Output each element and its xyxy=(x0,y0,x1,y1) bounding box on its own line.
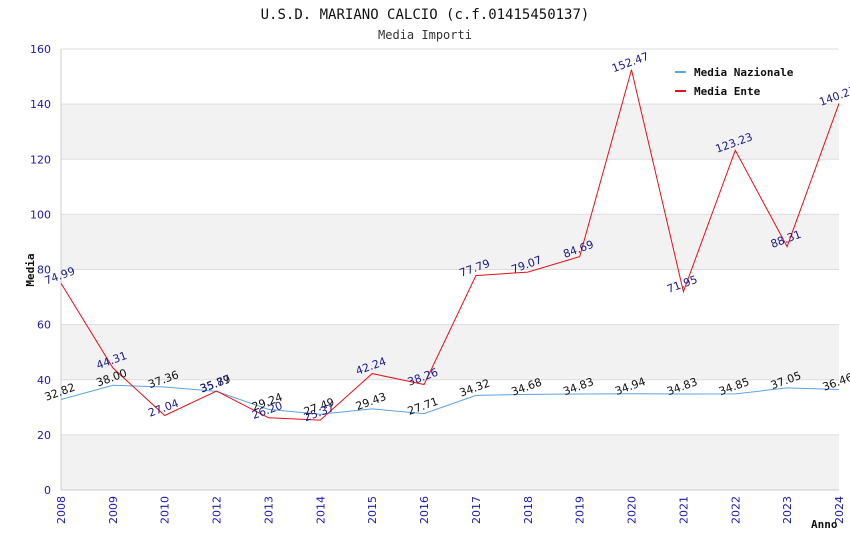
x-tick-label: 2012 xyxy=(211,496,224,524)
y-tick-label: 120 xyxy=(30,153,51,166)
y-tick-label: 0 xyxy=(44,484,51,497)
axes xyxy=(60,49,839,491)
y-tick-label: 140 xyxy=(30,98,51,111)
plot-band xyxy=(61,159,839,215)
legend-label: Media Ente xyxy=(694,85,761,98)
x-tick-label: 2017 xyxy=(470,496,483,524)
y-tick-label: 60 xyxy=(37,319,51,332)
y-tick-label: 40 xyxy=(37,374,51,387)
x-tick-label: 2022 xyxy=(729,496,742,524)
y-tick-label: 20 xyxy=(37,429,51,442)
x-tick-label: 2008 xyxy=(55,496,68,524)
background-bands xyxy=(61,49,839,490)
x-axis-label: Anno xyxy=(811,518,838,531)
chart-subtitle: Media Importi xyxy=(378,28,472,42)
y-axis-ticks: 0 20 40 60 80 100 120 140 160 xyxy=(30,43,51,497)
x-tick-label: 2009 xyxy=(107,496,120,524)
x-tick-label: 2010 xyxy=(159,496,172,524)
series-line xyxy=(60,69,840,421)
y-tick-label: 100 xyxy=(30,208,51,221)
legend-box xyxy=(669,60,809,102)
x-axis-ticks: 2008 2009 2010 2012 2013 2014 2015 2016 2017 2018… xyxy=(55,496,846,524)
x-tick-label: 2015 xyxy=(366,496,379,524)
x-tick-label: 2018 xyxy=(522,496,535,524)
plot-band xyxy=(61,324,839,380)
plot-band xyxy=(61,214,839,270)
legend-label: Media Nazionale xyxy=(694,66,794,79)
x-tick-label: 2020 xyxy=(626,496,639,524)
series-line xyxy=(60,384,840,415)
series-lines xyxy=(60,69,840,421)
x-tick-label: 2014 xyxy=(314,496,327,524)
chart-title: U.S.D. MARIANO CALCIO (c.f.01415450137) xyxy=(261,7,590,23)
x-tick-label: 2023 xyxy=(781,496,794,524)
x-tick-label: 2021 xyxy=(677,496,690,524)
x-tick-label: 2019 xyxy=(574,496,587,524)
y-tick-label: 160 xyxy=(30,43,51,56)
plot-band xyxy=(61,434,839,490)
legend: Media Nazionale Media Ente xyxy=(669,60,809,102)
plot-band xyxy=(61,269,839,325)
x-tick-label: 2013 xyxy=(262,496,275,524)
x-tick-label: 2016 xyxy=(418,496,431,524)
y-tick-label: 80 xyxy=(37,264,51,277)
y-axis-label: Media xyxy=(24,253,37,286)
plot-band xyxy=(61,104,839,160)
x-tick-label: 2024 xyxy=(833,496,846,524)
